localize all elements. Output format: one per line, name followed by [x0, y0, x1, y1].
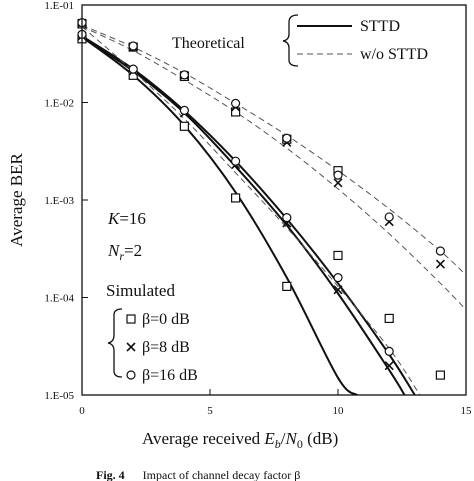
annotation-nr-subscript: r	[119, 249, 124, 263]
figure-caption-prefix: Fig. 4	[96, 468, 125, 481]
key-beta0: β=0 dB	[142, 311, 190, 328]
figure-caption-text: Impact of channel decay factor β	[143, 468, 301, 481]
square-marker-icon	[126, 314, 136, 324]
legend-group-label: Theoretical	[172, 35, 245, 52]
sim-point-beta-0-db-sttd	[384, 313, 394, 324]
y-tick-label: 1.E-04	[44, 293, 74, 305]
y-tick-label: 1.E-02	[44, 98, 74, 110]
sim-point-beta-16-db-sttd	[333, 272, 343, 283]
y-axis-ticks: 1.E-01 1.E-02 1.E-03 1.E-04 1.E-05	[44, 0, 88, 402]
sim-point-beta-16-db-w-o-sttd	[179, 70, 189, 80]
plot-frame	[81, 4, 467, 396]
circle-marker-icon	[126, 370, 136, 380]
annotation-k-value: =16	[119, 209, 146, 228]
annotation-nr-value: =2	[124, 241, 142, 260]
sim-point-beta-16-db-sttd	[231, 156, 241, 166]
x-tick-label: 0	[79, 405, 85, 417]
sim-point-beta-0-db-sttd	[435, 370, 445, 380]
sim-point-beta-16-db-w-o-sttd	[128, 41, 138, 51]
sim-point-beta-16-db-sttd	[128, 64, 138, 74]
sim-point-beta-16-db-sttd	[384, 346, 394, 357]
sim-point-beta-8-db-w-o-sttd	[333, 178, 343, 188]
simulated-brace	[107, 308, 123, 378]
theory-line-sttd-beta-8-db	[82, 36, 406, 395]
annotation-nr-symbol: N	[107, 241, 121, 260]
x-axis-title-n-sub: 0	[297, 437, 303, 451]
sim-point-beta-16-db-w-o-sttd	[231, 98, 241, 108]
x-axis-title-unit: (dB)	[303, 429, 338, 448]
key-beta16: β=16 dB	[142, 367, 198, 384]
legend-entry-wo-sttd: w/o STTD	[360, 46, 428, 63]
x-tick-label: 15	[461, 405, 473, 417]
y-tick-label: 1.E-01	[44, 0, 74, 12]
sim-point-beta-0-db-sttd	[333, 250, 343, 261]
legend-brace	[282, 14, 299, 67]
y-tick-label: 1.E-05	[44, 390, 74, 402]
x-axis-title: Average received Eb/N0 (dB)	[142, 429, 338, 451]
x-axis-title-slash: /	[281, 429, 286, 448]
sim-point-beta-8-db-sttd	[333, 285, 343, 295]
annotation-k: K=16	[107, 209, 146, 228]
sim-point-beta-0-db-sttd	[231, 193, 241, 203]
x-tick-label: 10	[333, 405, 345, 417]
x-axis-title-n: N	[285, 429, 299, 448]
simulated-markers	[77, 17, 445, 380]
y-axis-title: Average BER	[7, 153, 26, 247]
annotation-nr: Nr=2	[107, 241, 142, 263]
legend: Theoretical STTD w/o STTD	[172, 14, 428, 67]
theory-line-w-o-sttd-beta-8-db	[82, 26, 466, 311]
x-axis-title-prefix: Average received	[142, 429, 264, 448]
theory-line-sttd-beta-16-db	[82, 35, 416, 395]
sim-point-beta-16-db-w-o-sttd	[384, 212, 394, 222]
sim-point-beta-8-db-sttd	[384, 361, 394, 371]
sim-point-beta-16-db-sttd	[179, 105, 189, 115]
sim-point-beta-16-db-w-o-sttd	[435, 246, 445, 256]
sim-point-beta-16-db-w-o-sttd	[282, 133, 292, 143]
sim-point-beta-16-db-w-o-sttd	[333, 170, 343, 180]
sim-point-beta-0-db-sttd	[282, 281, 292, 291]
sim-point-beta-0-db-sttd	[179, 121, 189, 131]
figure-caption: Fig. 4 Impact of channel decay factor β	[96, 468, 300, 481]
x-axis-title-e-sub: b	[275, 437, 281, 451]
sim-point-beta-8-db-w-o-sttd	[435, 259, 445, 269]
key-beta8: β=8 dB	[142, 339, 190, 356]
x-tick-label: 5	[207, 405, 213, 417]
simulated-key: β=0 dB β=8 dB β=16 dB	[107, 308, 198, 384]
y-tick-label: 1.E-03	[44, 195, 74, 207]
legend-entry-sttd: STTD	[360, 18, 400, 35]
x-marker-icon	[126, 342, 136, 352]
x-axis-title-e: E	[263, 429, 275, 448]
annotation-simulated: Simulated	[106, 281, 175, 300]
annotation-k-symbol: K	[107, 209, 121, 228]
sim-point-beta-16-db-sttd	[282, 212, 292, 223]
